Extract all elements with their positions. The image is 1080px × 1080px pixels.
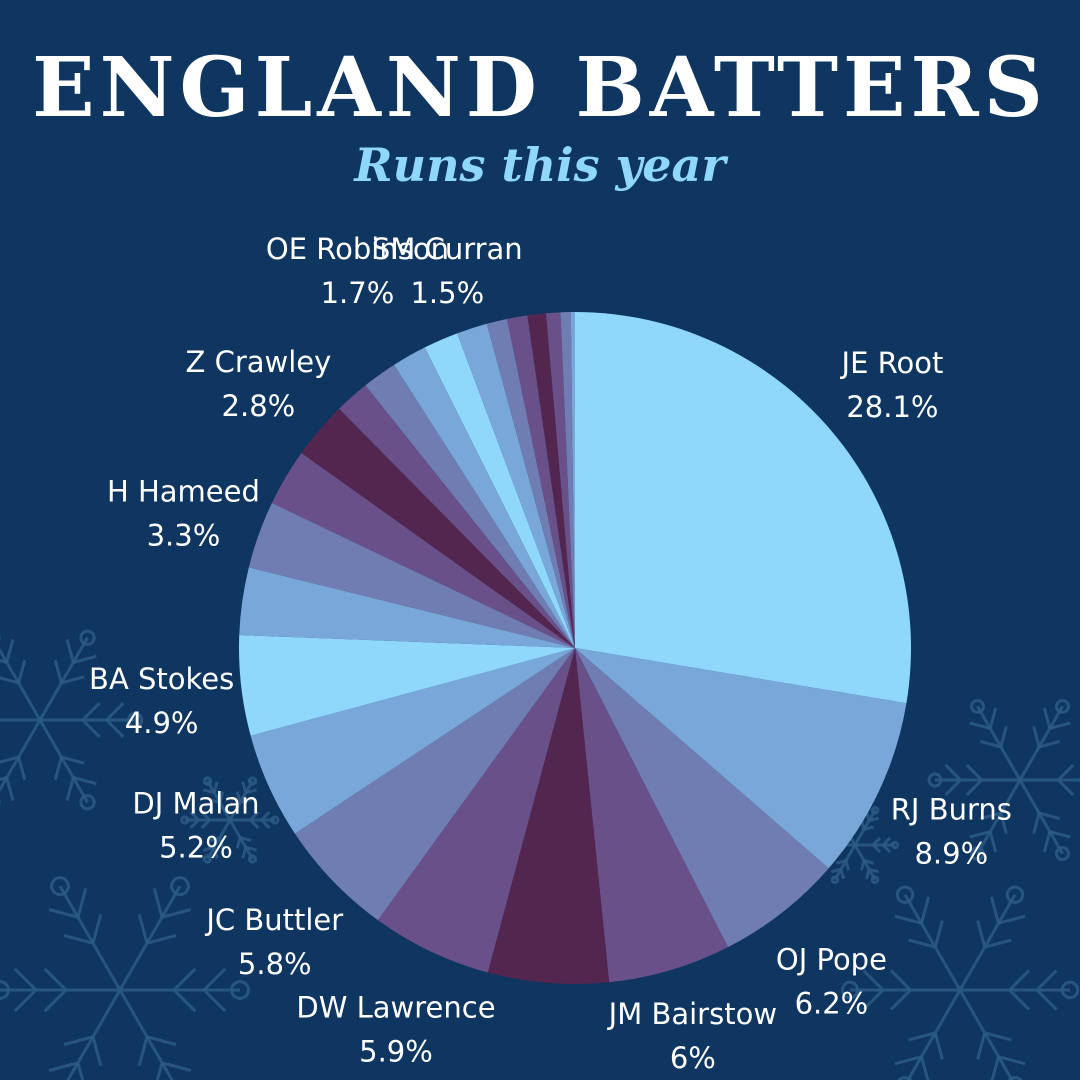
slice-label: JC Buttler [204, 903, 343, 937]
chart-title: ENGLAND BATTERS [32, 40, 1048, 136]
slice-value-label: 6.2% [795, 987, 869, 1021]
slice-value-label: 28.1% [846, 390, 938, 424]
slice-label: DW Lawrence [296, 991, 495, 1025]
pie-slice [248, 502, 575, 648]
slice-label: BA Stokes [89, 662, 234, 696]
slice-label: OE Robinson [266, 232, 449, 266]
snowflake-icon [0, 876, 250, 1080]
pie-slice [575, 648, 829, 948]
pie-slice [487, 648, 610, 984]
slice-value-label: 1.7% [321, 276, 395, 310]
slice-label: Z Crawley [185, 345, 331, 379]
pie-slice [377, 648, 575, 973]
pie-slice [575, 312, 911, 704]
pie-slice [424, 333, 575, 648]
pie-slice [239, 635, 575, 736]
pie-slice [545, 312, 575, 648]
snowflake-icon [180, 776, 280, 864]
slice-value-label: 6% [670, 1041, 716, 1075]
pie-slice [575, 648, 907, 869]
pie-slice [394, 347, 575, 648]
slice-value-label: 5.9% [359, 1035, 433, 1069]
pie-slice [570, 312, 575, 648]
pie-slice [527, 313, 575, 648]
slice-value-label: 4.9% [125, 706, 199, 740]
slice-label: OJ Pope [776, 943, 887, 977]
pie-slice [271, 452, 575, 648]
snowflake-icon [927, 698, 1080, 862]
pie-slice [239, 567, 575, 648]
slice-value-label: 2.8% [222, 389, 296, 423]
slice-label: JE Root [840, 346, 944, 380]
slice-value-label: 5.2% [159, 830, 233, 864]
pie-slice [486, 318, 575, 648]
pie-slice [250, 648, 575, 834]
slice-label: JM Bairstow [607, 997, 777, 1031]
pie-slice [294, 648, 575, 921]
slice-label: SM Curran [372, 232, 523, 266]
slice-label: H Hameed [107, 475, 260, 509]
snowflake-icon [0, 629, 144, 811]
pie-slice [365, 364, 575, 648]
pie-slice [339, 385, 575, 648]
slice-label: RJ Burns [891, 792, 1012, 826]
pie-slice [575, 648, 728, 983]
pie-slice [506, 315, 575, 648]
slice-label: DJ Malan [132, 786, 259, 820]
slice-value-label: 8.9% [914, 836, 988, 870]
slice-value-label: 5.8% [238, 947, 312, 981]
chart-subtitle: Runs this year [354, 138, 726, 192]
pie-slice [457, 323, 575, 648]
pie-slice [560, 312, 575, 648]
snowflake-icon [840, 885, 1080, 1080]
pie-slice [301, 408, 575, 648]
slice-value-label: 3.3% [147, 519, 221, 553]
slice-value-label: 1.5% [410, 276, 484, 310]
